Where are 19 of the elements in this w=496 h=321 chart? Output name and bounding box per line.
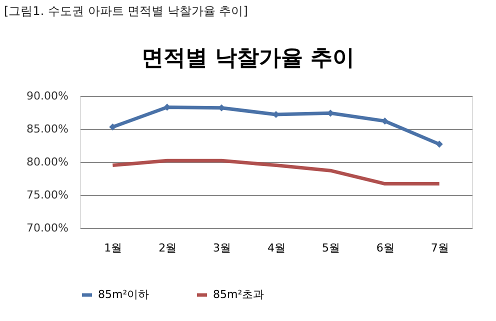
y-tick-label: 70.00% (26, 222, 68, 234)
x-tick-label: 2월 (158, 242, 177, 254)
x-tick-label: 5월 (322, 242, 340, 254)
x-tick-label: 4월 (268, 242, 286, 254)
x-tick-label: 6월 (376, 242, 394, 254)
x-tick-label: 7월 (430, 242, 449, 254)
chart-title: 면적별 낙찰가율 추이 (141, 46, 355, 71)
line-series (110, 158, 442, 186)
x-tick-label: 1월 (104, 242, 122, 254)
point (109, 123, 116, 131)
point (436, 140, 443, 148)
y-tick-label: 75.00% (26, 188, 68, 202)
legend-label: 85m²초과 (213, 288, 264, 301)
y-tick-label: 80.00% (26, 156, 68, 168)
legend-label: 85m²이하 (98, 288, 150, 301)
x-tick-label: 3월 (213, 242, 232, 254)
y-tick-label: 90.00% (26, 90, 68, 102)
y-tick-label: 85.00% (26, 122, 68, 136)
text: [그림1. 수도권 아파트 면적별 낙찰가율 추이] (4, 4, 248, 18)
